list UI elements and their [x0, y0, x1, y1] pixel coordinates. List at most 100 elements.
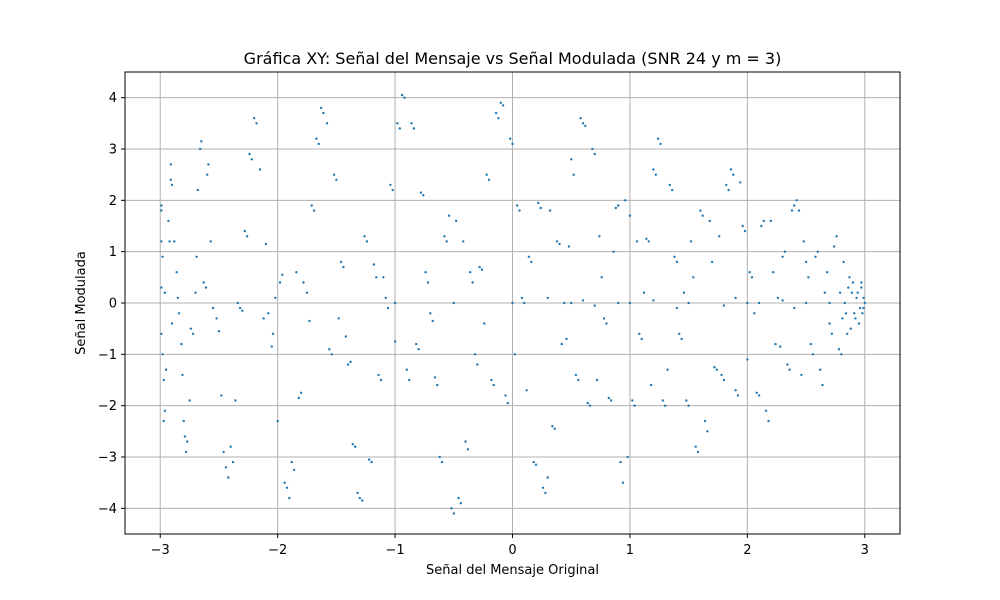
data-point: [838, 291, 842, 294]
data-point: [328, 348, 331, 351]
data-point: [238, 306, 242, 310]
data-point: [567, 245, 571, 248]
data-point: [253, 117, 256, 120]
data-point: [857, 322, 861, 325]
data-point: [466, 448, 470, 451]
data-point: [206, 173, 209, 176]
data-point: [809, 342, 812, 346]
data-point: [264, 242, 268, 246]
data-point: [781, 255, 784, 258]
data-point: [591, 147, 594, 151]
data-point: [438, 455, 441, 459]
y-tick-label: 2: [109, 194, 117, 209]
data-point: [169, 178, 172, 181]
data-point: [525, 389, 528, 392]
data-point: [762, 219, 765, 223]
data-point: [703, 419, 707, 423]
data-point: [459, 502, 462, 505]
data-point: [511, 301, 514, 305]
data-point: [370, 460, 373, 464]
data-point: [682, 291, 686, 294]
data-point: [715, 368, 718, 371]
x-tick-label: 1: [626, 543, 634, 558]
data-point: [837, 348, 841, 351]
data-point: [843, 301, 846, 305]
data-point: [551, 425, 554, 428]
data-point: [222, 450, 225, 454]
data-point: [283, 481, 286, 484]
data-point: [600, 276, 603, 279]
data-point: [175, 271, 178, 274]
data-point: [647, 240, 650, 243]
data-point: [548, 209, 552, 212]
data-point: [855, 296, 858, 300]
y-tick-label: −1: [98, 348, 117, 363]
data-point: [633, 404, 636, 407]
data-point: [160, 332, 163, 335]
data-point: [729, 168, 733, 171]
data-point: [851, 281, 855, 284]
data-point: [180, 342, 183, 346]
data-point: [588, 404, 592, 407]
y-tick-label: 4: [109, 91, 117, 106]
data-point: [807, 276, 810, 279]
data-point: [541, 486, 545, 489]
data-point: [483, 322, 486, 325]
data-point: [764, 409, 768, 412]
data-point: [473, 353, 477, 356]
data-point: [429, 312, 432, 315]
data-point: [450, 507, 453, 510]
data-point: [168, 240, 171, 243]
data-point: [858, 306, 862, 310]
data-point: [537, 201, 540, 205]
data-point: [504, 394, 507, 397]
data-point: [621, 481, 625, 484]
data-point: [382, 276, 385, 279]
data-point: [786, 363, 789, 366]
data-point: [624, 199, 627, 202]
data-point: [426, 281, 430, 284]
data-point: [727, 188, 730, 192]
data-point: [452, 512, 455, 515]
data-point: [278, 281, 282, 284]
data-point: [363, 235, 366, 238]
chart-title: Gráfica XY: Señal del Mensaje vs Señal M…: [244, 49, 782, 68]
data-point: [285, 486, 289, 489]
x-axis-label: Señal del Mensaje Original: [426, 563, 599, 578]
data-point: [511, 142, 514, 146]
data-point: [720, 373, 723, 377]
data-point: [800, 373, 803, 377]
data-point: [680, 337, 683, 341]
data-point: [804, 260, 808, 264]
data-point: [199, 147, 202, 151]
data-point: [598, 235, 601, 238]
data-point: [577, 378, 580, 382]
data-point: [454, 219, 458, 223]
data-point: [654, 173, 657, 176]
data-point: [853, 312, 856, 315]
data-point: [579, 117, 582, 120]
data-point: [290, 460, 293, 464]
data-point: [494, 111, 498, 115]
data-point: [217, 330, 221, 333]
data-point: [586, 401, 589, 405]
data-point: [750, 276, 754, 279]
data-point: [739, 181, 742, 184]
data-point: [572, 173, 575, 176]
data-point: [725, 183, 728, 187]
data-point: [255, 122, 258, 125]
data-point: [856, 291, 859, 294]
data-point: [349, 360, 352, 364]
data-point: [354, 445, 357, 448]
data-point: [270, 345, 273, 348]
data-point: [842, 260, 845, 264]
data-point: [675, 306, 679, 310]
data-point: [748, 271, 751, 274]
data-point: [271, 332, 275, 335]
data-point: [802, 240, 805, 243]
data-point: [393, 301, 397, 305]
data-point: [862, 296, 865, 300]
data-point: [722, 378, 726, 382]
data-point: [544, 491, 547, 495]
data-point: [772, 271, 775, 274]
